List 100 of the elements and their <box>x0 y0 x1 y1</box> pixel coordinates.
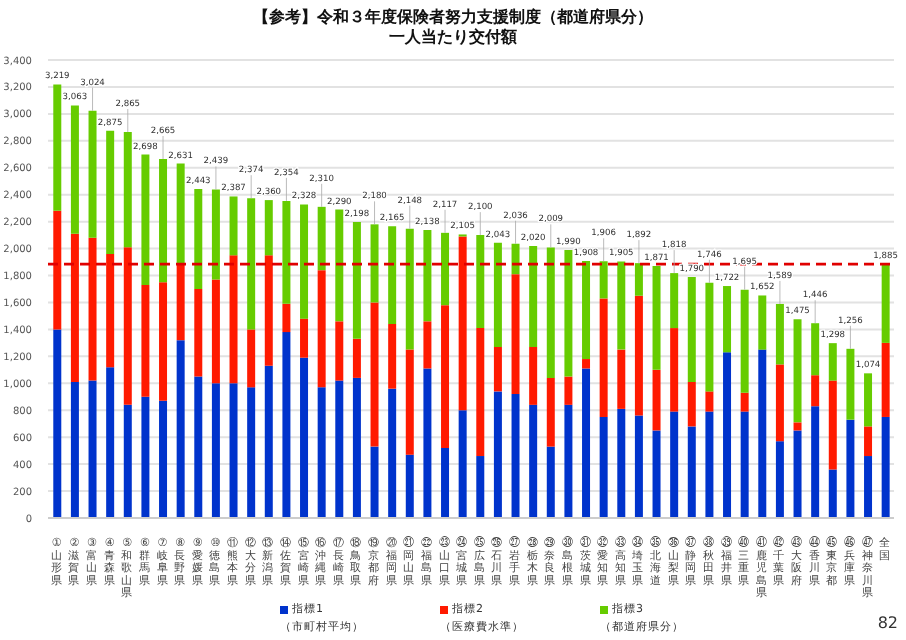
bar <box>740 392 749 412</box>
bar <box>881 342 890 417</box>
bar <box>211 279 220 384</box>
bar <box>159 282 168 401</box>
bar <box>335 209 344 322</box>
bar <box>229 383 238 518</box>
bar <box>88 380 97 518</box>
bar <box>229 255 238 384</box>
bar <box>687 426 696 518</box>
bar <box>441 305 450 448</box>
bar <box>370 446 379 518</box>
bar <box>864 426 873 457</box>
bar <box>864 373 873 427</box>
bar <box>370 302 379 447</box>
bar <box>652 265 661 370</box>
bar <box>458 410 467 518</box>
bar <box>70 233 79 382</box>
bar <box>106 130 115 254</box>
bar <box>723 352 732 518</box>
bar <box>53 84 62 211</box>
bar <box>828 380 837 470</box>
bar <box>405 228 414 350</box>
bar <box>617 408 626 518</box>
bar <box>247 329 256 388</box>
bar <box>247 198 256 330</box>
bar <box>811 406 820 518</box>
bar <box>176 163 185 264</box>
bar <box>670 328 679 412</box>
bar <box>705 411 714 518</box>
bar <box>370 224 379 303</box>
bar <box>864 456 873 518</box>
bar <box>599 416 608 518</box>
text: 82 <box>877 614 898 632</box>
bar <box>264 255 273 366</box>
bar <box>264 365 273 518</box>
bar <box>740 411 749 518</box>
bar <box>211 189 220 280</box>
bar <box>564 376 573 405</box>
bar <box>282 332 291 518</box>
bar <box>564 404 573 518</box>
bar <box>881 416 890 518</box>
bar <box>335 321 344 381</box>
bar <box>88 237 97 381</box>
bar <box>247 387 256 518</box>
bar <box>229 196 238 256</box>
bar <box>194 188 203 289</box>
bar <box>194 376 203 518</box>
bar <box>388 388 397 518</box>
bar <box>388 324 397 389</box>
bar <box>599 261 608 299</box>
bar <box>423 230 432 322</box>
bar <box>123 132 132 248</box>
bar <box>493 391 502 518</box>
bar <box>617 349 626 409</box>
bar <box>476 456 485 518</box>
bar <box>793 422 802 431</box>
bar <box>441 232 450 306</box>
bar <box>194 289 203 377</box>
bar <box>652 369 661 431</box>
bar <box>458 236 467 411</box>
bar <box>317 270 326 388</box>
bar <box>141 284 150 397</box>
bar <box>634 295 643 416</box>
bar <box>546 247 555 378</box>
bar <box>476 328 485 457</box>
bar <box>511 243 520 275</box>
bar <box>529 245 538 347</box>
bar <box>634 415 643 518</box>
bar <box>300 204 309 319</box>
bar <box>582 368 591 518</box>
bar <box>70 105 79 234</box>
bar <box>564 249 573 377</box>
bar <box>511 394 520 518</box>
bar <box>687 276 696 382</box>
bar <box>793 430 802 518</box>
bar <box>811 323 820 376</box>
bar <box>282 200 291 304</box>
bar <box>123 404 132 518</box>
bar <box>652 430 661 518</box>
bar <box>176 263 185 341</box>
bar <box>106 367 115 518</box>
bar <box>599 298 608 417</box>
bar <box>264 200 273 256</box>
bar <box>317 206 326 271</box>
bar <box>141 396 150 518</box>
bar <box>282 303 291 333</box>
bar <box>705 282 714 392</box>
bar <box>493 346 502 392</box>
bar <box>846 419 855 518</box>
bar <box>159 400 168 518</box>
bar <box>811 375 820 407</box>
bar <box>423 368 432 518</box>
bar <box>546 377 555 447</box>
bar <box>423 321 432 369</box>
bar <box>352 338 361 378</box>
bar <box>546 446 555 518</box>
bar <box>582 359 591 369</box>
bar <box>476 235 485 329</box>
bar <box>582 260 591 360</box>
bar <box>775 441 784 518</box>
